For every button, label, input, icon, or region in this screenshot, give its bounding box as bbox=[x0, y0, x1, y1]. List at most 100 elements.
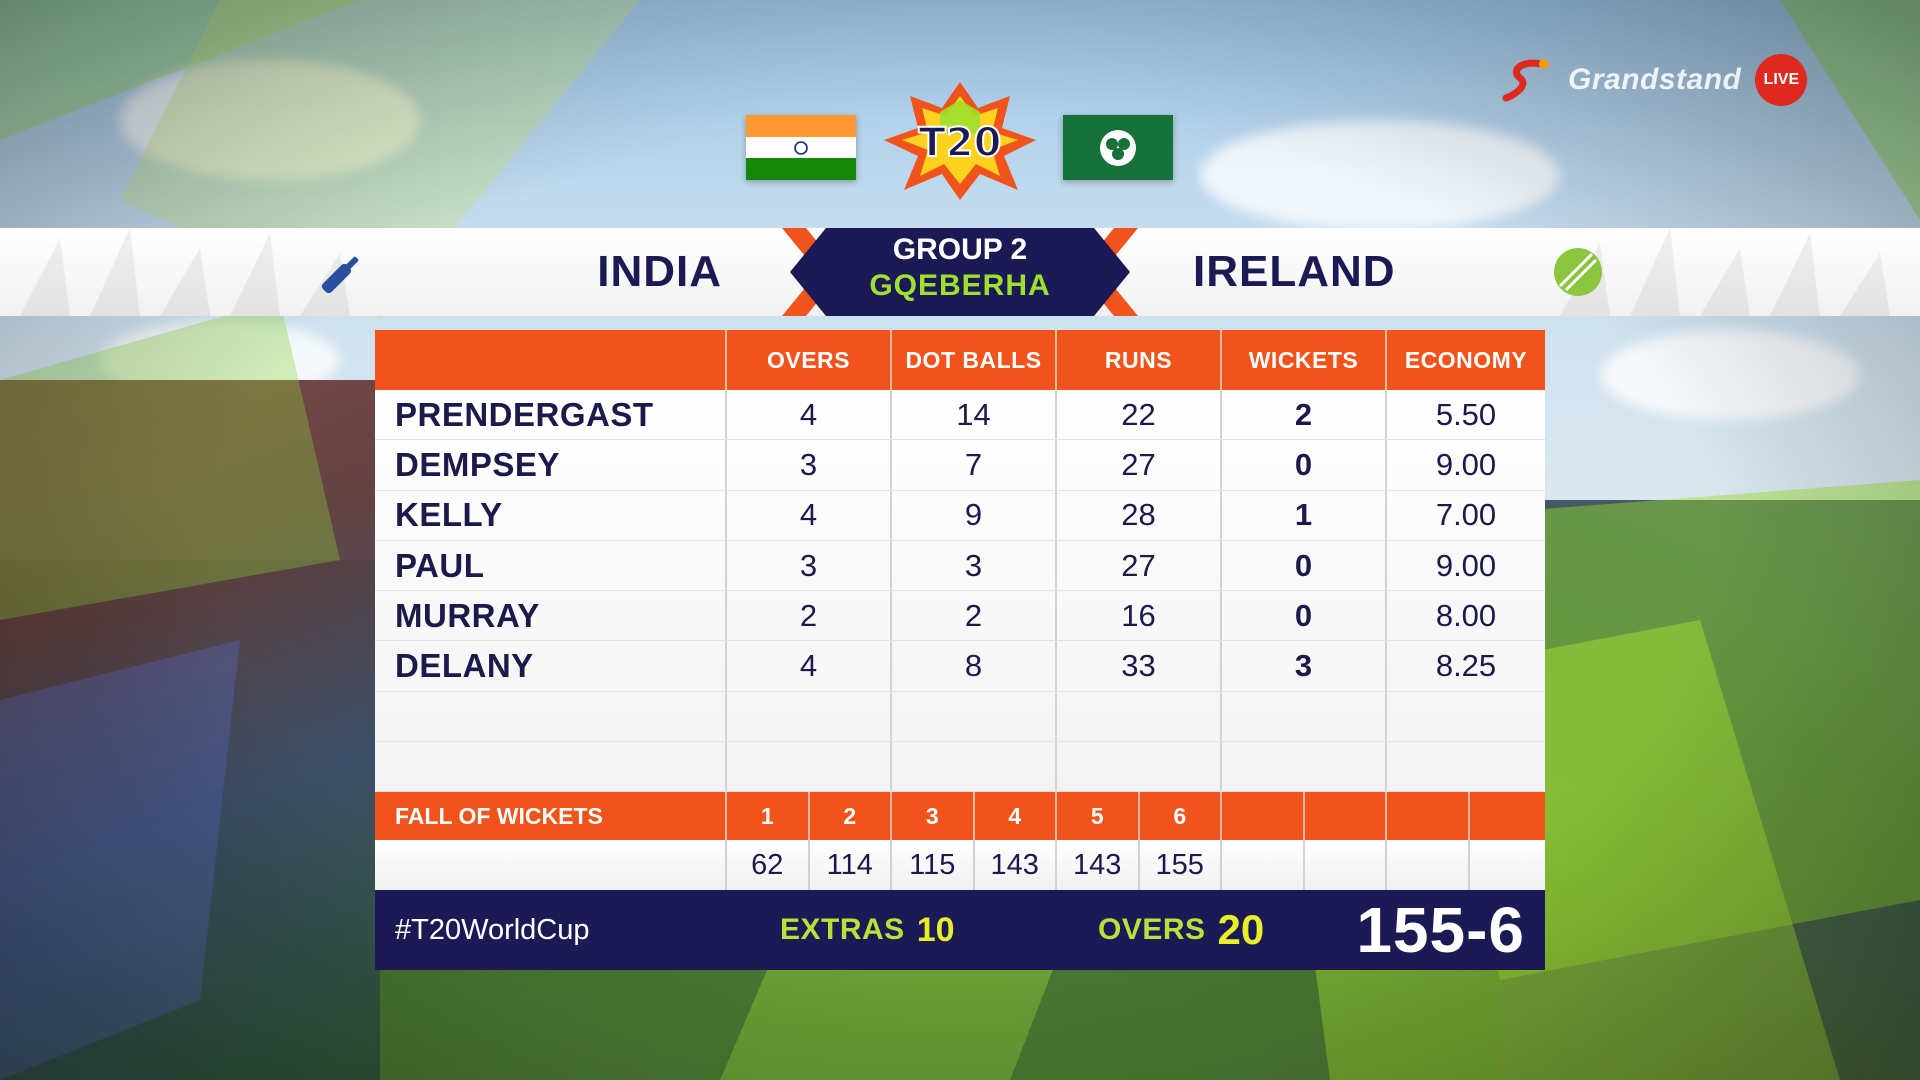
fow-number: 5 bbox=[1055, 792, 1138, 841]
bowler-name: PRENDERGAST bbox=[395, 395, 654, 433]
batting-team-name: INDIA bbox=[597, 247, 722, 296]
fow-score: 114 bbox=[807, 840, 891, 891]
economy-cell bbox=[1385, 742, 1545, 792]
bowler-name: DELANY bbox=[395, 647, 534, 685]
economy-cell: 8.00 bbox=[1385, 591, 1545, 641]
bowler-name: MURRAY bbox=[395, 596, 540, 634]
header-economy: ECONOMY bbox=[1385, 330, 1545, 390]
fow-number: 6 bbox=[1137, 792, 1221, 841]
scorecard-footer: #T20WorldCup EXTRAS 10 OVERS 20 155-6 bbox=[375, 890, 1545, 971]
fow-score bbox=[1302, 840, 1386, 891]
table-row: KELLY 4 9 28 1 7.00 bbox=[375, 490, 1545, 541]
table-row: MURRAY 2 2 16 0 8.00 bbox=[375, 591, 1545, 642]
fow-number bbox=[1467, 792, 1546, 841]
fow-number: 4 bbox=[972, 792, 1056, 841]
table-row-empty bbox=[375, 691, 1545, 743]
fow-score bbox=[1467, 840, 1546, 891]
overs-cell: 4 bbox=[725, 390, 890, 440]
bowler-name: DEMPSEY bbox=[395, 445, 560, 483]
wickets-cell: 0 bbox=[1220, 591, 1385, 641]
runs-cell bbox=[1055, 691, 1220, 742]
header-name-column bbox=[375, 330, 725, 390]
bowler-name bbox=[375, 692, 725, 741]
overs-label: OVERS bbox=[1098, 913, 1206, 947]
dot-balls-cell: 9 bbox=[890, 490, 1055, 540]
venue-label: GQEBERHA bbox=[869, 269, 1051, 302]
group-venue-tag bbox=[782, 228, 1138, 316]
header-wickets: WICKETS bbox=[1220, 330, 1385, 390]
fow-score: 143 bbox=[972, 840, 1056, 891]
bowling-team-name: IRELAND bbox=[1193, 247, 1396, 296]
header-dot-balls: DOT BALLS bbox=[890, 330, 1055, 390]
overs-cell bbox=[725, 691, 890, 742]
overs-cell: 2 bbox=[725, 591, 890, 641]
broadcaster-name: Grandstand bbox=[1568, 63, 1742, 96]
fow-number: 2 bbox=[807, 792, 891, 841]
extras-summary: EXTRAS 10 bbox=[780, 890, 955, 970]
cricket-bat-icon bbox=[321, 256, 359, 294]
india-flag bbox=[746, 115, 856, 181]
wickets-cell: 2 bbox=[1220, 390, 1385, 440]
fow-spacer bbox=[375, 840, 725, 890]
table-row-empty bbox=[375, 742, 1545, 793]
wickets-cell bbox=[1220, 742, 1385, 792]
dot-balls-cell: 2 bbox=[890, 591, 1055, 641]
runs-cell bbox=[1055, 742, 1220, 792]
overs-cell: 4 bbox=[725, 490, 890, 540]
economy-cell: 9.00 bbox=[1385, 540, 1545, 591]
overs-cell: 3 bbox=[725, 540, 890, 591]
bowler-name bbox=[375, 742, 725, 791]
economy-cell: 8.25 bbox=[1385, 641, 1545, 691]
t20-world-cup-logo: T20 bbox=[884, 82, 1036, 200]
fow-score bbox=[1385, 840, 1468, 891]
economy-cell: 9.00 bbox=[1385, 440, 1545, 490]
wickets-cell: 1 bbox=[1220, 490, 1385, 540]
supersport-s-icon bbox=[1502, 59, 1549, 102]
runs-cell: 27 bbox=[1055, 440, 1220, 490]
runs-cell: 16 bbox=[1055, 591, 1220, 641]
live-badge: LIVE bbox=[1755, 54, 1808, 106]
fall-of-wickets-scores: 62 114 115 143 143 155 bbox=[375, 840, 1546, 891]
broadcaster-logo: Grandstand LIVE bbox=[1502, 54, 1808, 106]
fow-score bbox=[1220, 840, 1303, 891]
fow-number bbox=[1385, 792, 1468, 841]
dot-balls-cell: 14 bbox=[890, 390, 1055, 440]
table-row: DELANY 4 8 33 3 8.25 bbox=[375, 641, 1545, 692]
table-row: PAUL 3 3 27 0 9.00 bbox=[375, 540, 1545, 592]
fow-number bbox=[1220, 792, 1303, 841]
fow-score: 115 bbox=[890, 840, 973, 891]
table-body: PRENDERGAST 4 14 22 2 5.50 DEMPSEY 3 7 2… bbox=[375, 390, 1545, 793]
table-row: DEMPSEY 3 7 27 0 9.00 bbox=[375, 440, 1545, 491]
total-score: 155-6 bbox=[1356, 894, 1525, 967]
dot-balls-cell: 8 bbox=[890, 641, 1055, 691]
fow-number bbox=[1302, 792, 1386, 841]
bowling-scorecard: OVERS DOT BALLS RUNS WICKETS ECONOMY PRE… bbox=[375, 330, 1546, 971]
ireland-flag bbox=[1063, 115, 1173, 180]
table-row: PRENDERGAST 4 14 22 2 5.50 bbox=[375, 390, 1545, 441]
economy-cell bbox=[1385, 691, 1545, 742]
extras-label: EXTRAS bbox=[780, 913, 905, 947]
runs-cell: 33 bbox=[1055, 641, 1220, 691]
cricket-ball-icon bbox=[1554, 248, 1602, 296]
fow-number: 3 bbox=[890, 792, 973, 841]
svg-text:T20: T20 bbox=[919, 120, 1002, 166]
wickets-cell: 3 bbox=[1220, 641, 1385, 691]
dot-balls-cell bbox=[890, 691, 1055, 742]
header-runs: RUNS bbox=[1055, 330, 1220, 390]
overs-cell: 3 bbox=[725, 440, 890, 490]
economy-cell: 5.50 bbox=[1385, 390, 1545, 440]
group-label: GROUP 2 bbox=[892, 233, 1028, 266]
hashtag: #T20WorldCup bbox=[395, 913, 590, 946]
overs-value: 20 bbox=[1217, 906, 1265, 954]
runs-cell: 22 bbox=[1055, 390, 1220, 440]
fall-of-wickets-header: FALL OF WICKETS 1 2 3 4 5 6 bbox=[375, 792, 1546, 841]
group-venue-text: GROUP 2 GQEBERHA bbox=[782, 232, 1138, 304]
header-overs: OVERS bbox=[725, 330, 890, 390]
runs-cell: 27 bbox=[1055, 540, 1220, 591]
runs-cell: 28 bbox=[1055, 490, 1220, 540]
fow-score: 143 bbox=[1055, 840, 1138, 891]
overs-cell bbox=[725, 742, 890, 792]
dot-balls-cell: 3 bbox=[890, 540, 1055, 591]
table-header-row: OVERS DOT BALLS RUNS WICKETS ECONOMY bbox=[375, 330, 1545, 390]
fow-score: 62 bbox=[725, 840, 808, 891]
